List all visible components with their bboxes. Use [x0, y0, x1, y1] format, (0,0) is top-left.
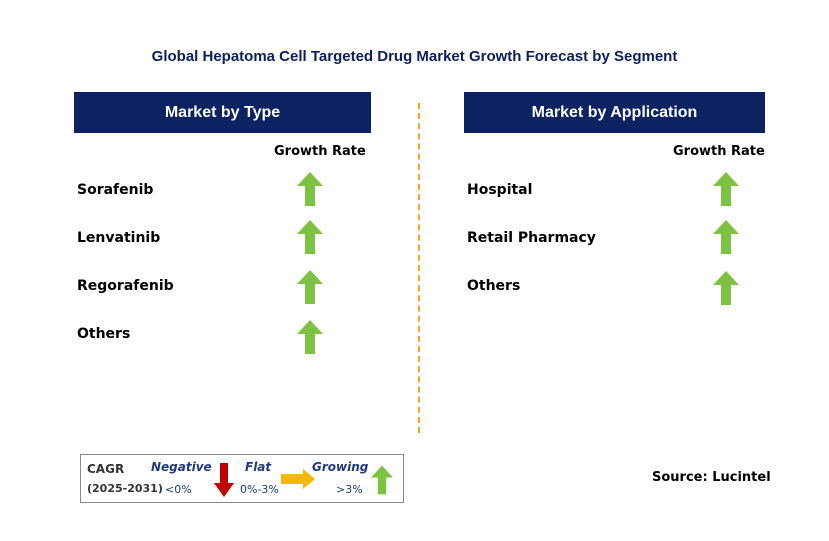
panel-divider: [418, 103, 420, 433]
legend-flat-label: Flat: [245, 460, 272, 474]
legend-negative-label: Negative: [151, 460, 212, 474]
up-arrow-icon: [297, 220, 323, 254]
up-arrow-icon: [713, 172, 739, 206]
up-arrow-icon: [297, 320, 323, 354]
application-item-hospital: Hospital: [467, 182, 533, 198]
type-item-regorafenib: Regorafenib: [77, 278, 174, 294]
legend-years-label: (2025-2031): [87, 482, 163, 495]
application-item-retail-pharmacy: Retail Pharmacy: [467, 230, 596, 246]
up-arrow-icon: [297, 270, 323, 304]
application-growth-rate-label: Growth Rate: [673, 144, 765, 159]
legend-cagr-label: CAGR: [87, 462, 125, 476]
type-growth-rate-label: Growth Rate: [274, 144, 366, 159]
legend-growing-label: Growing: [312, 460, 369, 474]
down-arrow-icon: [214, 463, 234, 497]
type-item-others: Others: [77, 326, 131, 342]
legend-growing-value: >3%: [336, 483, 363, 496]
source-label: Source: Lucintel: [652, 470, 771, 485]
application-item-others: Others: [467, 278, 521, 294]
up-arrow-icon: [713, 271, 739, 305]
cagr-legend: CAGR (2025-2031) Negative <0% Flat 0%-3%…: [80, 454, 404, 503]
market-by-application-header: Market by Application: [464, 92, 765, 133]
market-by-type-header: Market by Type: [74, 92, 371, 133]
up-arrow-icon: [713, 220, 739, 254]
up-arrow-icon: [371, 465, 393, 495]
type-item-sorafenib: Sorafenib: [77, 182, 154, 198]
type-item-lenvatinib: Lenvatinib: [77, 230, 161, 246]
right-arrow-icon: [281, 469, 315, 489]
up-arrow-icon: [297, 172, 323, 206]
chart-title: Global Hepatoma Cell Targeted Drug Marke…: [151, 48, 678, 65]
legend-flat-value: 0%-3%: [240, 483, 279, 496]
legend-negative-value: <0%: [165, 483, 192, 496]
